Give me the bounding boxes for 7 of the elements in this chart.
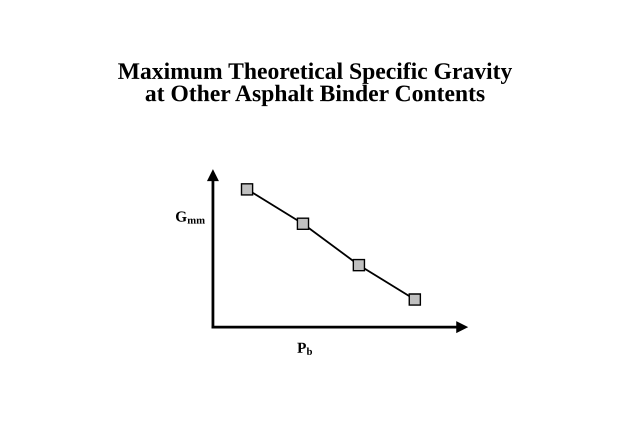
chart-title: Maximum Theoretical Specific Gravity at Other Asphalt Binder Contents — [118, 62, 512, 106]
point — [408, 293, 422, 306]
y-axis-title: G$_{mm}$ — [176, 211, 205, 224]
point — [352, 258, 366, 272]
x-axis-title: P$_{b}$ — [297, 342, 312, 356]
point — [240, 183, 254, 196]
point — [296, 218, 310, 230]
